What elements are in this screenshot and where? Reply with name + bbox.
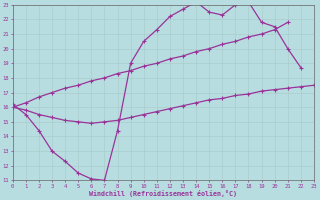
X-axis label: Windchill (Refroidissement éolien,°C): Windchill (Refroidissement éolien,°C) (89, 190, 237, 197)
